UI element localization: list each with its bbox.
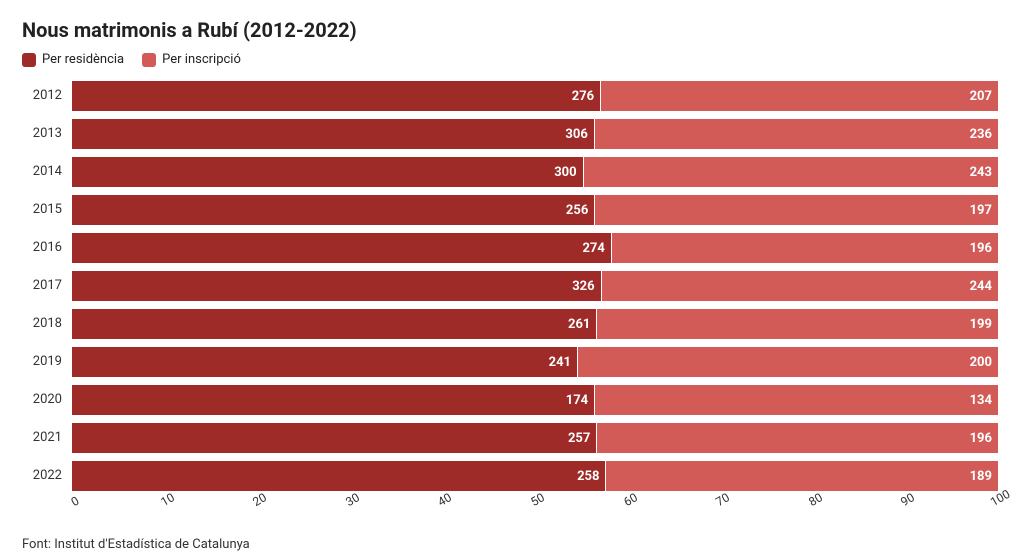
bar-segment-residencia: 274 <box>72 233 612 263</box>
bar-row: 241200 <box>72 347 998 377</box>
x-tick: 60 <box>621 490 640 509</box>
y-label: 2019 <box>22 347 64 377</box>
y-axis: 2012 2013 2014 2015 2016 2017 2018 2019 2020 2021… <box>22 81 64 491</box>
source-note: Font: Institut d'Estadística de Cataluny… <box>22 537 998 552</box>
x-tick: 20 <box>250 490 269 509</box>
bar-row: 306236 <box>72 119 998 149</box>
bar-segment-residencia: 257 <box>72 423 597 453</box>
x-tick: 10 <box>158 490 177 509</box>
bar-row: 258189 <box>72 461 998 491</box>
bar-segment-residencia: 241 <box>72 347 578 377</box>
bar-segment-inscripcio: 200 <box>578 347 998 377</box>
x-tick: 30 <box>343 490 362 509</box>
x-tick: 40 <box>436 490 455 509</box>
bar-segment-inscripcio: 197 <box>595 195 998 225</box>
bar-segment-residencia: 261 <box>72 309 597 339</box>
bar-row: 326244 <box>72 271 998 301</box>
bar-segment-inscripcio: 134 <box>595 385 998 415</box>
bar-row: 261199 <box>72 309 998 339</box>
y-label: 2020 <box>22 385 64 415</box>
legend: Per residència Per inscripció <box>22 52 998 67</box>
y-label: 2016 <box>22 233 64 263</box>
bar-segment-residencia: 300 <box>72 157 584 187</box>
legend-swatch-inscripcio <box>142 53 156 67</box>
legend-swatch-residencia <box>22 53 36 67</box>
y-label: 2021 <box>22 423 64 453</box>
x-tick: 70 <box>713 490 732 509</box>
bar-row: 276207 <box>72 81 998 111</box>
chart-body: 2012 2013 2014 2015 2016 2017 2018 2019 2020 2021… <box>22 81 998 491</box>
bar-segment-inscripcio: 196 <box>597 423 998 453</box>
y-label: 2018 <box>22 309 64 339</box>
legend-label-inscripcio: Per inscripció <box>162 52 241 67</box>
bar-row: 300243 <box>72 157 998 187</box>
bar-segment-residencia: 326 <box>72 271 602 301</box>
y-label: 2017 <box>22 271 64 301</box>
y-label: 2015 <box>22 195 64 225</box>
y-label: 2022 <box>22 461 64 491</box>
x-tick: 80 <box>806 490 825 509</box>
x-tick: 50 <box>528 490 547 509</box>
x-tick: 0 <box>69 494 82 509</box>
legend-label-residencia: Per residència <box>42 52 124 67</box>
y-label: 2012 <box>22 81 64 111</box>
bar-segment-inscripcio: 243 <box>584 157 998 187</box>
bar-segment-inscripcio: 196 <box>612 233 998 263</box>
bars-container: 2762073062363002432561972741963262442611… <box>72 81 998 491</box>
bar-segment-residencia: 256 <box>72 195 595 225</box>
chart-title: Nous matrimonis a Rubí (2012-2022) <box>22 18 998 42</box>
x-tick: 90 <box>899 490 918 509</box>
y-label: 2013 <box>22 119 64 149</box>
bar-segment-residencia: 258 <box>72 461 606 491</box>
bar-segment-inscripcio: 189 <box>606 461 998 491</box>
bar-segment-residencia: 174 <box>72 385 595 415</box>
bar-segment-inscripcio: 236 <box>595 119 998 149</box>
bar-segment-inscripcio: 244 <box>602 271 998 301</box>
bar-segment-residencia: 276 <box>72 81 601 111</box>
bar-row: 256197 <box>72 195 998 225</box>
bar-segment-residencia: 306 <box>72 119 595 149</box>
bar-row: 174134 <box>72 385 998 415</box>
bar-row: 274196 <box>72 233 998 263</box>
x-axis: 0102030405060708090100 <box>72 497 998 531</box>
bar-row: 257196 <box>72 423 998 453</box>
y-label: 2014 <box>22 157 64 187</box>
legend-item-inscripcio: Per inscripció <box>142 52 241 67</box>
bar-segment-inscripcio: 207 <box>601 81 998 111</box>
legend-item-residencia: Per residència <box>22 52 124 67</box>
bar-segment-inscripcio: 199 <box>597 309 998 339</box>
